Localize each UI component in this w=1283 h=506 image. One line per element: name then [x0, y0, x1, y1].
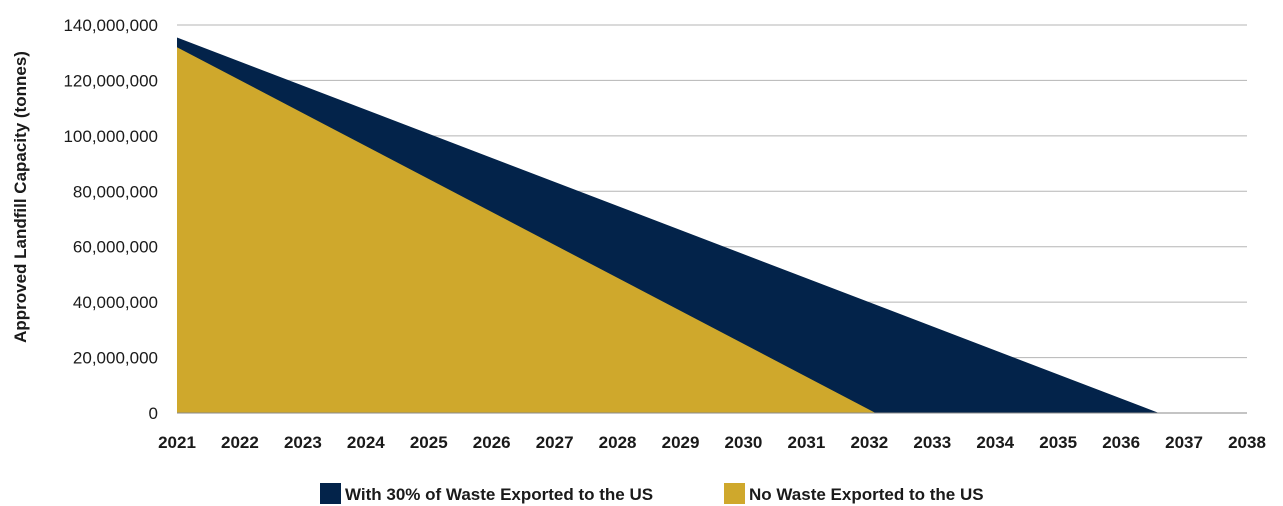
legend-label: With 30% of Waste Exported to the US — [345, 485, 653, 504]
x-tick-label: 2038 — [1228, 433, 1266, 452]
x-tick-label: 2028 — [599, 433, 637, 452]
legend-swatch — [320, 483, 341, 504]
x-tick-label: 2030 — [725, 433, 763, 452]
x-tick-label: 2031 — [787, 433, 825, 452]
y-tick-label: 80,000,000 — [73, 182, 158, 201]
x-tick-label: 2023 — [284, 433, 322, 452]
y-tick-label: 120,000,000 — [63, 71, 158, 90]
x-tick-label: 2034 — [976, 433, 1014, 452]
x-tick-label: 2033 — [913, 433, 951, 452]
y-tick-label: 60,000,000 — [73, 238, 158, 257]
area-series-no-export — [177, 47, 876, 413]
x-tick-label: 2027 — [536, 433, 574, 452]
legend: With 30% of Waste Exported to the US No W… — [320, 483, 984, 504]
y-tick-label: 0 — [149, 404, 158, 423]
x-tick-labels: 2021 2022 2023 2024 2025 2026 2027 2028 2029 2030… — [158, 433, 1266, 452]
x-tick-label: 2035 — [1039, 433, 1077, 452]
y-tick-label: 100,000,000 — [63, 127, 158, 146]
y-tick-label: 20,000,000 — [73, 349, 158, 368]
legend-swatch — [724, 483, 745, 504]
x-tick-label: 2025 — [410, 433, 448, 452]
x-tick-label: 2021 — [158, 433, 196, 452]
x-tick-label: 2037 — [1165, 433, 1203, 452]
y-tick-label: 140,000,000 — [63, 16, 158, 35]
x-tick-label: 2022 — [221, 433, 259, 452]
x-tick-label: 2026 — [473, 433, 511, 452]
x-tick-label: 2029 — [662, 433, 700, 452]
x-tick-label: 2024 — [347, 433, 385, 452]
legend-label: No Waste Exported to the US — [749, 485, 984, 504]
x-tick-label: 2032 — [850, 433, 888, 452]
y-tick-labels: 0 20,000,000 40,000,000 60,000,000 80,000,00… — [63, 16, 158, 423]
x-tick-label: 2036 — [1102, 433, 1140, 452]
y-axis-label: Approved Landfill Capacity (tonnes) — [11, 51, 30, 343]
area-series — [177, 37, 1159, 413]
y-tick-label: 40,000,000 — [73, 293, 158, 312]
